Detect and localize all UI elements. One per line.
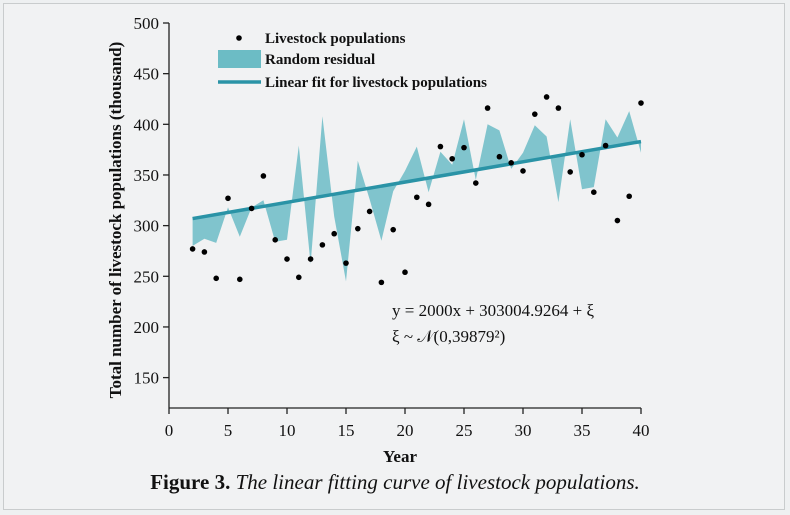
data-point <box>248 205 255 212</box>
data-point <box>201 249 208 255</box>
data-point <box>532 111 538 117</box>
data-point <box>555 105 562 111</box>
x-tick-label: 5 <box>224 421 233 440</box>
x-axis-title: Year <box>383 447 417 466</box>
y-tick-label: 300 <box>134 217 160 236</box>
data-point <box>213 275 219 282</box>
data-point <box>366 208 373 215</box>
data-point <box>543 94 550 100</box>
linear-fit-line <box>192 139 642 221</box>
figure-caption: Figure 3. The linear fitting curve of li… <box>0 470 790 495</box>
y-tick-label: 200 <box>134 318 160 337</box>
y-tick-label: 450 <box>134 65 160 84</box>
data-point <box>520 168 526 174</box>
scatter-points-layer <box>189 94 644 286</box>
data-point <box>272 237 279 243</box>
data-point <box>296 274 302 281</box>
data-point <box>508 160 514 166</box>
x-tick-label: 40 <box>633 421 650 440</box>
plot-area <box>189 94 644 286</box>
data-point <box>579 151 585 158</box>
data-point <box>284 256 290 262</box>
data-point <box>390 226 397 233</box>
caption-label: Figure 3. <box>150 470 231 494</box>
data-point <box>319 242 326 248</box>
data-point <box>602 142 609 149</box>
data-point <box>567 169 573 175</box>
y-tick-label: 250 <box>134 267 160 286</box>
data-point <box>307 256 314 262</box>
x-tick-label: 20 <box>397 421 414 440</box>
data-point <box>638 100 644 106</box>
equation-line-2: ξ ~ 𝒩(0,39879²) <box>392 327 505 346</box>
data-point <box>414 194 420 201</box>
data-point <box>355 225 361 232</box>
x-tick-label: 10 <box>279 421 296 440</box>
data-point <box>496 153 503 160</box>
equation-line-1: y = 2000x + 303004.9264 + ξ <box>392 301 595 320</box>
fit-line-layer <box>192 139 642 221</box>
data-point <box>449 155 456 162</box>
data-point <box>225 195 231 202</box>
x-tick-label: 15 <box>338 421 355 440</box>
legend: Livestock populations Random residual Li… <box>218 31 487 91</box>
data-point <box>437 143 444 150</box>
data-point <box>260 173 267 179</box>
data-point <box>591 189 597 195</box>
legend-band-swatch <box>218 50 261 68</box>
data-point <box>614 217 621 224</box>
figure-frame <box>3 3 785 510</box>
legend-point-marker <box>236 35 242 41</box>
legend-band-label: Random residual <box>265 52 375 68</box>
data-point <box>402 269 408 276</box>
x-tick-label: 30 <box>515 421 532 440</box>
residual-band-layer <box>192 111 641 282</box>
data-point <box>331 230 338 237</box>
x-tick-label: 0 <box>165 421 174 440</box>
data-point <box>484 105 491 111</box>
tick-labels: 0 5 10 15 20 25 30 35 40 150 200 250 300 350 400 450 500 <box>134 14 650 440</box>
y-tick-label: 350 <box>134 166 160 185</box>
y-tick-label: 500 <box>134 14 160 33</box>
residual-band <box>192 111 641 282</box>
legend-fit-label: Linear fit for livestock populations <box>265 75 487 91</box>
x-tick-label: 25 <box>456 421 473 440</box>
data-point <box>626 193 632 200</box>
axes <box>163 22 642 414</box>
y-tick-label: 150 <box>134 369 160 388</box>
y-tick-label: 400 <box>134 115 160 134</box>
legend-points-label: Livestock populations <box>265 31 406 47</box>
data-point <box>461 144 467 151</box>
caption-text: The linear fitting curve of livestock po… <box>235 470 640 494</box>
data-point <box>473 180 479 186</box>
chart: 0 5 10 15 20 25 30 35 40 150 200 250 300 350 400 450 500… <box>106 14 650 466</box>
data-point <box>425 201 432 208</box>
data-point <box>343 260 349 266</box>
data-point <box>189 246 196 252</box>
x-tick-label: 35 <box>574 421 591 440</box>
data-point <box>378 279 385 286</box>
data-point <box>237 276 243 283</box>
y-axis-title: Total number of livestock populations (t… <box>106 42 125 399</box>
